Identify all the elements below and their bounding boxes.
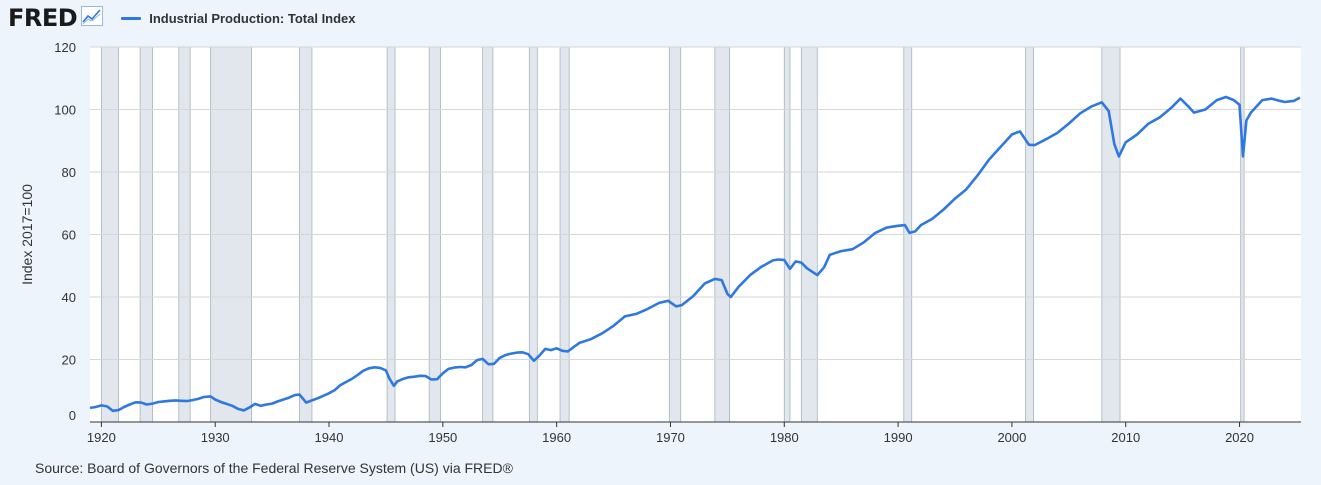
axes: 0 20 40 60 80 100 120 1920 1930 1940 1950 1960 1970 1… (19, 40, 1301, 445)
y-tick-label: 60 (62, 228, 76, 243)
x-tick-label: 1950 (428, 430, 457, 445)
x-tick-label: 2010 (1111, 430, 1140, 445)
source-note: Source: Board of Governors of the Federa… (35, 460, 513, 476)
y-axis-label: Index 2017=100 (19, 184, 35, 285)
chart-header: FRED Industrial Production: Total Index (8, 4, 356, 32)
y-tick-label: 40 (62, 290, 76, 305)
y-tick-label: 80 (62, 165, 76, 180)
x-tick-label: 1980 (770, 430, 799, 445)
y-tick-label: 120 (54, 40, 76, 55)
x-tick-label: 1970 (656, 430, 685, 445)
fred-logo[interactable]: FRED (8, 4, 78, 32)
x-tick-label: 2000 (997, 430, 1026, 445)
y-tick-label: 20 (62, 353, 76, 368)
y-tick-label: 100 (54, 103, 76, 118)
legend-swatch (121, 16, 142, 20)
x-tick-label: 2020 (1225, 430, 1254, 445)
x-tick-label: 1930 (201, 430, 230, 445)
x-tick-label: 1940 (315, 430, 344, 445)
chart-legend: Industrial Production: Total Index (121, 10, 356, 26)
x-tick-label: 1990 (884, 430, 913, 445)
y-tick-label: 0 (69, 408, 76, 423)
legend-label: Industrial Production: Total Index (149, 10, 356, 26)
x-tick-label: 1960 (542, 430, 571, 445)
line-chart-icon (81, 5, 104, 31)
series-layer (89, 95, 1301, 413)
gridlines (90, 46, 1301, 360)
series-line (89, 95, 1301, 413)
x-tick-label: 1920 (87, 430, 116, 445)
